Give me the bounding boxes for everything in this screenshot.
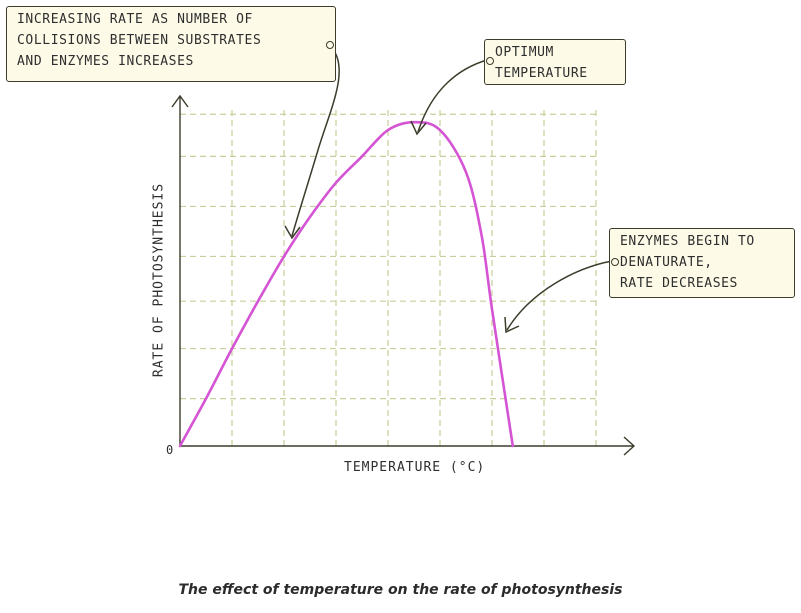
annotation-optimum-anchor-dot bbox=[486, 57, 494, 65]
annotation-denature-line-3: RATE DECREASES bbox=[620, 276, 738, 291]
annotation-arrowhead-collisions bbox=[284, 225, 301, 240]
annotation-optimum-line-1: OPTIMUM bbox=[495, 45, 554, 60]
annotation-arrow-denature bbox=[506, 260, 613, 331]
annotation-denature: ENZYMES BEGIN TO DENATURATE, RATE DECREA… bbox=[609, 228, 795, 298]
annotation-optimum-line-2: TEMPERATURE bbox=[495, 66, 588, 81]
annotation-optimum: OPTIMUM TEMPERATURE bbox=[484, 39, 626, 85]
annotation-denature-line-1: ENZYMES BEGIN TO bbox=[620, 234, 755, 249]
chart-series bbox=[178, 120, 515, 448]
x-axis-arrowhead bbox=[623, 436, 636, 456]
chart-grid bbox=[180, 109, 597, 446]
annotation-collisions-line-1: INCREASING RATE AS NUMBER OF bbox=[17, 12, 253, 27]
rate-curve bbox=[178, 120, 515, 448]
annotation-arrows bbox=[284, 47, 613, 334]
annotation-collisions-line-3: AND ENZYMES INCREASES bbox=[17, 54, 194, 69]
origin-label: 0 bbox=[166, 443, 174, 457]
annotation-denature-anchor-dot bbox=[611, 258, 619, 266]
annotation-collisions-anchor-dot bbox=[326, 41, 334, 49]
annotation-denature-line-2: DENATURATE, bbox=[620, 255, 713, 270]
y-axis-label: RATE OF PHOTOSYNTHESIS bbox=[151, 182, 167, 378]
figure-caption: The effect of temperature on the rate of… bbox=[178, 582, 623, 598]
chart-axes bbox=[171, 94, 636, 456]
annotation-arrow-collisions bbox=[291, 47, 340, 237]
annotation-collisions-line-2: COLLISIONS BETWEEN SUBSTRATES bbox=[17, 33, 262, 48]
annotation-collisions: INCREASING RATE AS NUMBER OF COLLISIONS … bbox=[6, 6, 336, 82]
annotation-arrow-optimum bbox=[417, 59, 488, 133]
annotation-arrowhead-optimum bbox=[410, 120, 427, 136]
y-axis-arrowhead bbox=[171, 94, 189, 108]
x-axis-label: TEMPERATURE (°C) bbox=[344, 460, 486, 475]
annotation-arrowhead-denature bbox=[504, 316, 520, 334]
